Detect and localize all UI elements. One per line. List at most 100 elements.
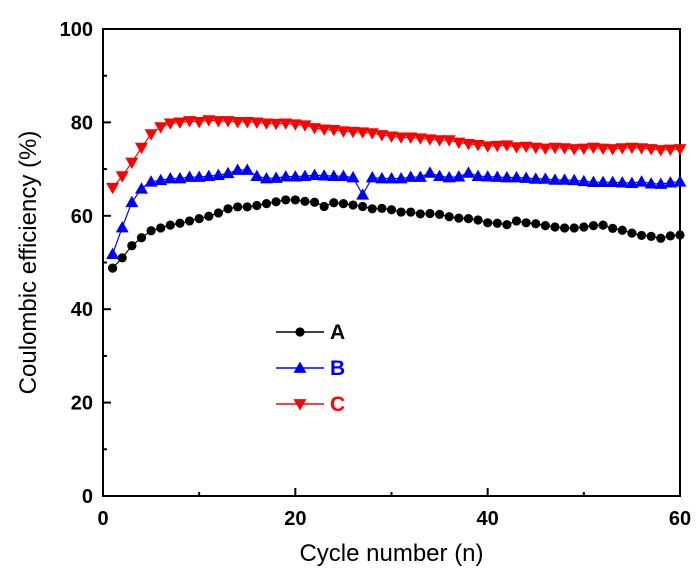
data-point-c [317,124,331,136]
data-point-c [423,134,437,146]
data-point-b [336,169,350,181]
data-point-b [125,195,139,208]
data-point-b [500,171,514,183]
data-point-a [463,214,474,224]
data-point-c [327,124,341,137]
y-tick-label: 100 [60,19,93,41]
data-point-a [560,223,570,233]
data-point-a [261,199,272,209]
data-point-a [377,203,387,213]
data-point-a [117,253,127,263]
legend-entry-c: C [276,393,345,416]
data-point-c [250,117,264,129]
data-point-a [675,230,685,240]
y-tick-label: 20 [71,393,93,415]
data-point-b [269,171,283,183]
data-point-c [346,126,360,139]
data-point-b [663,176,677,188]
data-point-c [625,142,639,155]
data-point-c [365,128,379,140]
data-point-a [127,241,137,251]
data-point-c [240,117,254,129]
data-point-c [433,135,447,147]
data-point-a [434,209,445,219]
data-point-a [483,218,493,228]
data-point-a [146,226,156,236]
data-point-c [510,142,524,154]
data-point-b [548,173,562,185]
data-point-c [442,135,456,147]
data-point-a [271,197,281,207]
data-point-a [396,207,406,217]
data-point-c [115,171,129,183]
data-point-c [654,145,668,157]
data-point-a [175,218,185,228]
data-point-a [636,230,647,241]
data-point-c [586,142,600,155]
x-tick-label: 60 [669,508,691,530]
data-point-b [385,171,398,184]
data-point-b [567,173,581,186]
data-point-c [221,116,235,128]
data-point-b [298,169,312,181]
data-point-b [154,173,168,186]
data-point-a [329,198,339,208]
data-point-b [279,170,293,182]
series-group [106,115,687,273]
data-point-c [202,115,216,127]
data-point-b [211,168,225,181]
data-point-a [521,218,531,228]
data-point-a [511,216,522,226]
data-point-c [173,117,187,129]
data-point-b [558,173,572,185]
data-point-c [452,137,466,149]
data-point-b [673,175,687,187]
data-point-a [136,233,147,243]
x-axis-label: Cycle number (n) [299,540,483,567]
plot-frame [102,28,681,497]
data-point-c [519,141,533,154]
data-point-a [550,222,560,232]
data-point-b [413,170,427,182]
data-point-b [442,171,456,183]
x-tick-label: 40 [477,508,499,530]
y-tick-label: 40 [71,299,93,321]
data-point-c [461,139,475,151]
legend-marker [295,327,305,337]
data-point-a [454,213,464,223]
data-point-b [538,172,552,184]
data-point-b [586,175,600,188]
data-point-b [183,170,197,182]
data-point-b [394,171,408,184]
data-point-b [106,247,120,259]
data-point-c [500,140,514,152]
data-point-b [404,170,418,182]
data-point-b [519,171,533,183]
data-point-b [423,166,437,178]
data-point-c [471,139,485,152]
data-point-a [290,195,300,205]
data-point-b [192,170,206,182]
data-point-c [269,118,283,131]
legend-entry-a: A [276,321,345,344]
data-point-c [481,141,495,153]
data-point-b [259,171,273,184]
data-point-a [656,233,666,243]
data-point-a [627,228,637,238]
data-point-b [529,172,543,184]
data-point-a [588,221,599,231]
data-point-a [569,223,579,233]
data-point-a [213,208,223,218]
data-point-a [540,221,550,231]
legend: ABC [276,321,345,416]
data-point-c [144,129,158,141]
data-point-a [184,216,195,226]
legend-entry-b: B [276,357,345,380]
data-point-c [192,117,206,129]
data-point-b [577,174,591,187]
data-point-b [654,177,668,189]
data-point-b [471,169,485,181]
data-point-b [346,171,360,183]
y-axis-label: Coulombic efficiency (%) [15,131,42,395]
